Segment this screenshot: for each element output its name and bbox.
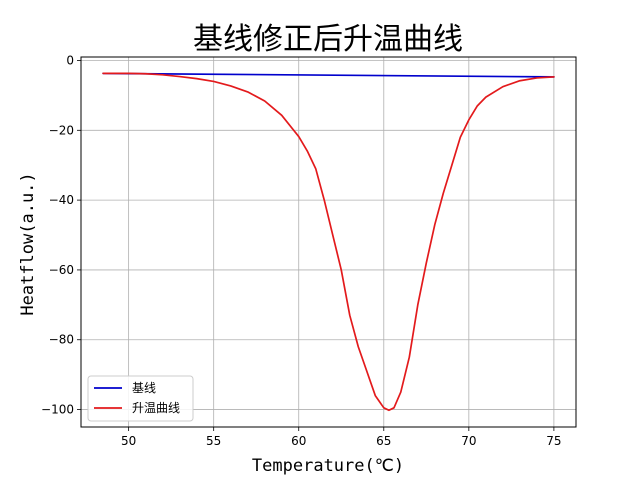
x-tick-label-3: 65 xyxy=(376,434,391,448)
grid xyxy=(81,57,576,427)
plot-frame xyxy=(80,56,577,428)
y-tick-label-3: −60 xyxy=(49,263,74,277)
y-tick-label-4: −80 xyxy=(49,333,74,347)
legend-label-1: 升温曲线 xyxy=(132,401,180,415)
series-line-1 xyxy=(102,72,555,412)
ticks: 50 55 60 65 70 75 0 −20 −40 −60 −80 −100 xyxy=(41,53,561,448)
x-tick-label-2: 60 xyxy=(291,434,306,448)
y-tick-label-0: 0 xyxy=(66,53,74,67)
x-tick-label-1: 55 xyxy=(206,434,221,448)
series-line-0 xyxy=(102,72,555,78)
x-tick-label-5: 75 xyxy=(546,434,561,448)
y-axis-label: Heatflow(a.u.) xyxy=(18,172,38,315)
y-tick-label-5: −100 xyxy=(41,403,74,417)
chart-title: 基线修正后升温曲线 xyxy=(193,22,463,57)
y-tick-label-1: −20 xyxy=(49,123,74,137)
x-tick-label-0: 50 xyxy=(121,434,136,448)
legend-label-0: 基线 xyxy=(132,381,156,395)
x-axis-label: Temperature(℃) xyxy=(252,456,404,476)
series-group xyxy=(102,72,555,412)
x-tick-label-4: 70 xyxy=(461,434,476,448)
y-tick-label-2: −40 xyxy=(49,193,74,207)
